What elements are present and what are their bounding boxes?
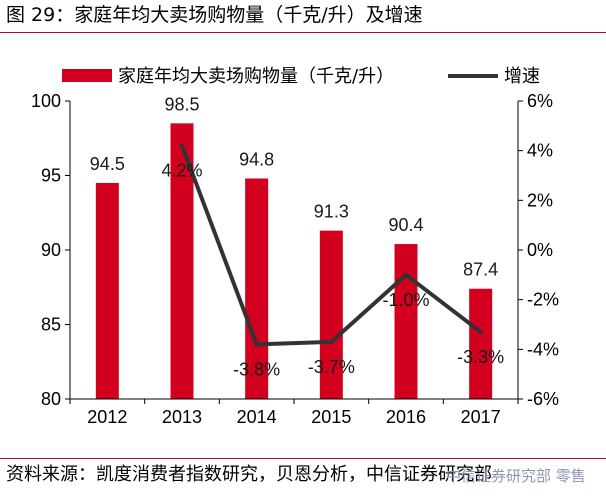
- right-tick-label: -6%: [527, 389, 559, 409]
- combo-chart: 家庭年均大卖场购物量（千克/升） 增速 80 85 90 95 100 -6% -4% -2% 0…: [31, 66, 559, 427]
- x-tick-label-2016: 2016: [386, 407, 426, 427]
- growth-point-2013: [180, 143, 184, 148]
- right-tick-label: 6%: [527, 91, 553, 111]
- line-label-2017: -3.3%: [457, 347, 504, 367]
- line-label-2013: 4.2%: [161, 161, 202, 181]
- growth-point-2016: [404, 272, 408, 277]
- legend: 家庭年均大卖场购物量（千克/升） 增速: [62, 66, 540, 87]
- legend-label-line: 增速: [504, 66, 540, 87]
- line-label-2014: -3.8%: [233, 359, 280, 379]
- right-tick-label: -4%: [527, 339, 559, 359]
- figure-title: 图 29：家庭年均大卖场购物量（千克/升）及增速: [6, 4, 423, 26]
- line-label-2015: -3.7%: [308, 357, 355, 377]
- title-rule: [0, 32, 606, 33]
- bar-label-2015: 91.3: [314, 202, 349, 222]
- x-tick-label-2012: 2012: [87, 407, 127, 427]
- axes-layer: 80 85 90 95 100 -6% -4% -2% 0% 2% 4% 6% 2012 2013 2014…: [31, 91, 559, 427]
- x-tick-label-2014: 2014: [237, 407, 277, 427]
- bar-2013: [170, 123, 194, 399]
- bar-2016: [394, 244, 418, 399]
- left-tick-label: 80: [41, 389, 61, 409]
- bar-label-2016: 90.4: [388, 215, 423, 235]
- source-rule: [0, 458, 606, 459]
- left-tick-label: 100: [31, 91, 61, 111]
- bars-layer: [95, 123, 493, 399]
- x-tick-label-2015: 2015: [311, 407, 351, 427]
- right-tick-label: 0%: [527, 240, 553, 260]
- left-tick-label: 95: [41, 166, 61, 186]
- x-tick-label-2013: 2013: [162, 407, 202, 427]
- right-tick-label: 4%: [527, 141, 553, 161]
- bar-2015: [319, 230, 343, 399]
- left-tick-label: 90: [41, 240, 61, 260]
- data-labels-layer: 94.5 98.5 94.8 91.3 90.4 87.4 4.2% -3.8% -3.7% -1…: [90, 94, 504, 379]
- legend-swatch-bar: [62, 69, 112, 82]
- bar-label-2012: 94.5: [90, 154, 125, 174]
- left-tick-label: 85: [41, 315, 61, 335]
- right-tick-label: 2%: [527, 190, 553, 210]
- x-tick-label-2017: 2017: [461, 407, 501, 427]
- line-layer: [180, 143, 483, 347]
- growth-point-2017: [478, 329, 483, 334]
- growth-point-2014: [254, 342, 259, 347]
- right-tick-label: -2%: [527, 290, 559, 310]
- source-note: 资料来源：凯度消费者指数研究，贝恩分析，中信证券研究部: [6, 464, 492, 485]
- bar-label-2013: 98.5: [164, 94, 199, 114]
- legend-label-bar: 家庭年均大卖场购物量（千克/升）: [118, 66, 394, 87]
- bar-2012: [95, 182, 119, 399]
- bar-2017: [469, 288, 493, 399]
- watermark: 中信证券研究部 零售: [446, 467, 586, 485]
- bar-label-2014: 94.8: [239, 149, 274, 169]
- bar-label-2017: 87.4: [463, 260, 498, 280]
- line-label-2016: -1.0%: [382, 290, 429, 310]
- growth-point-2015: [329, 339, 334, 344]
